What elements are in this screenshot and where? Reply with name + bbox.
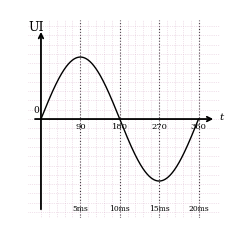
Text: 270: 270 <box>151 123 166 131</box>
Text: UI: UI <box>29 21 44 34</box>
Text: 90: 90 <box>75 123 85 131</box>
Text: 0: 0 <box>33 106 39 115</box>
Text: 180: 180 <box>111 123 127 131</box>
Text: 360: 360 <box>190 123 206 131</box>
Text: 10ms: 10ms <box>109 205 130 213</box>
Text: 20ms: 20ms <box>187 205 208 213</box>
Text: 15ms: 15ms <box>148 205 169 213</box>
Text: 5ms: 5ms <box>72 205 88 213</box>
Text: t: t <box>219 113 223 122</box>
